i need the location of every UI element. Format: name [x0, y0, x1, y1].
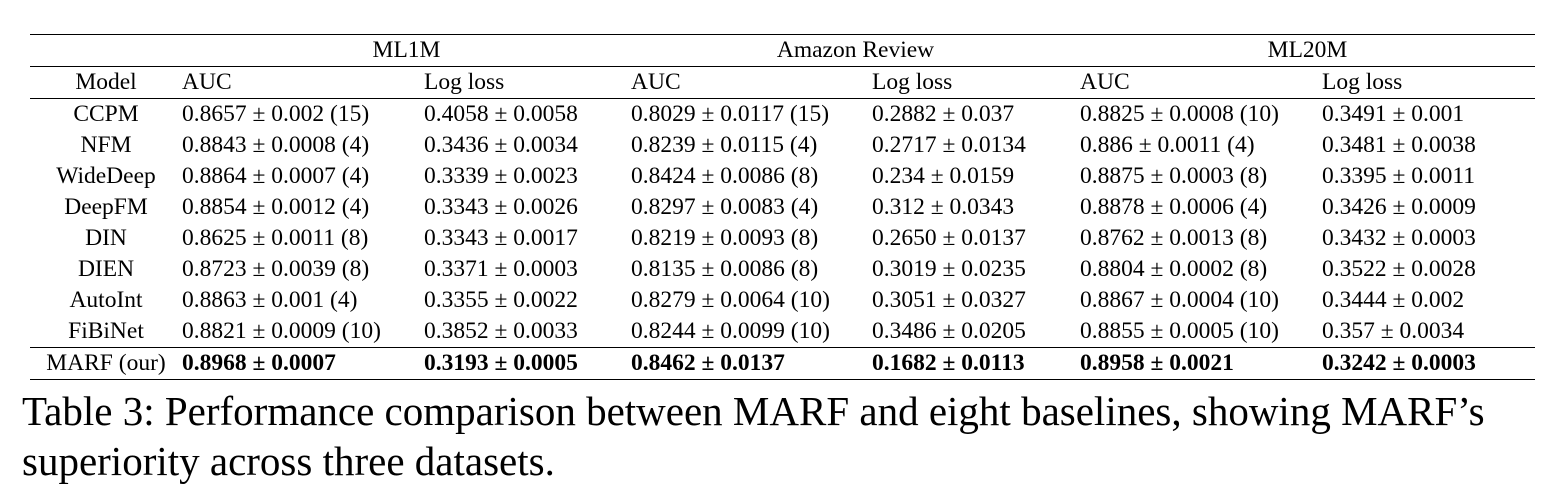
- column-header-model: Model: [75, 69, 137, 95]
- table-cell: 0.8625 ± 0.0011 (8): [182, 225, 369, 251]
- table-cell: 0.8864 ± 0.0007 (4): [182, 163, 370, 189]
- table-cell: 0.3481 ± 0.0038: [1322, 132, 1476, 158]
- table-cell: 0.2650 ± 0.0137: [872, 225, 1026, 251]
- table-cell: 0.4058 ± 0.0058: [424, 101, 578, 127]
- table-cell: 0.3019 ± 0.0235: [872, 256, 1026, 282]
- model-name-ours: MARF (our): [46, 350, 166, 376]
- model-name: FiBiNet: [68, 318, 144, 344]
- table-cell: 0.3852 ± 0.0033: [424, 318, 578, 344]
- table-row: DIN 0.8625 ± 0.0011 (8) 0.3343 ± 0.0017 …: [30, 223, 1535, 254]
- table-cell: 0.3395 ± 0.0011: [1322, 163, 1476, 189]
- model-name: NFM: [80, 132, 132, 158]
- header-empty-cell: [30, 35, 182, 67]
- table-cell: 0.3436 ± 0.0034: [424, 132, 578, 158]
- table-cell-best: 0.8462 ± 0.0137: [631, 350, 785, 376]
- table-cell: 0.3444 ± 0.002: [1322, 287, 1465, 313]
- table-cell: 0.8029 ± 0.0117 (15): [631, 101, 830, 127]
- table-row: WideDeep 0.8864 ± 0.0007 (4) 0.3339 ± 0.…: [30, 161, 1535, 192]
- table-cell: 0.234 ± 0.0159: [872, 163, 1015, 189]
- table-cell: 0.8424 ± 0.0086 (8): [631, 163, 819, 189]
- table-cell: 0.8279 ± 0.0064 (10): [631, 287, 830, 313]
- table-cell: 0.8804 ± 0.0002 (8): [1080, 256, 1268, 282]
- model-name: AutoInt: [69, 287, 143, 313]
- table-cell-best: 0.8968 ± 0.0007: [182, 350, 336, 376]
- column-header-row: Model AUC Log loss AUC Log loss AUC Log …: [30, 66, 1535, 99]
- table-cell: 0.8875 ± 0.0003 (8): [1080, 163, 1268, 189]
- table-cell: 0.357 ± 0.0034: [1322, 318, 1465, 344]
- column-header-ml1m-auc: AUC: [182, 69, 232, 95]
- model-name: DIEN: [77, 256, 135, 282]
- table-cell: 0.8821 ± 0.0009 (10): [182, 318, 381, 344]
- table-row-ours: MARF (our) 0.8968 ± 0.0007 0.3193 ± 0.00…: [30, 347, 1535, 380]
- table-cell: 0.3339 ± 0.0023: [424, 163, 578, 189]
- table-cell: 0.3051 ± 0.0327: [872, 287, 1026, 313]
- table-cell: 0.8762 ± 0.0013 (8): [1080, 225, 1268, 251]
- table-cell: 0.3355 ± 0.0022: [424, 287, 578, 313]
- table-cell: 0.8135 ± 0.0086 (8): [631, 256, 819, 282]
- table-cell: 0.2717 ± 0.0134: [872, 132, 1026, 158]
- table-cell: 0.8825 ± 0.0008 (10): [1080, 101, 1279, 127]
- dataset-header-amazon-review: Amazon Review: [776, 37, 935, 63]
- table-cell: 0.3432 ± 0.0003: [1322, 225, 1476, 251]
- table-cell: 0.8244 ± 0.0099 (10): [631, 318, 830, 344]
- table-cell: 0.3491 ± 0.001: [1322, 101, 1465, 127]
- table-cell: 0.8219 ± 0.0093 (8): [631, 225, 819, 251]
- table-cell: 0.8297 ± 0.0083 (4): [631, 194, 819, 220]
- model-name: CCPM: [73, 101, 139, 127]
- column-header-amazon-auc: AUC: [631, 69, 681, 95]
- table-cell: 0.8867 ± 0.0004 (10): [1080, 287, 1279, 313]
- table-cell: 0.8657 ± 0.002 (15): [182, 101, 370, 127]
- dataset-header-ml20m: ML20M: [1267, 37, 1348, 63]
- table-cell: 0.2882 ± 0.037: [872, 101, 1015, 127]
- dataset-header-row: ML1M Amazon Review ML20M: [30, 34, 1535, 67]
- table-caption: Table 3: Performance comparison between …: [22, 388, 1485, 484]
- results-table: ML1M Amazon Review ML20M Model AUC Log l…: [30, 34, 1535, 380]
- model-name: DIN: [85, 225, 127, 251]
- table-cell: 0.312 ± 0.0343: [872, 194, 1015, 220]
- dataset-header-ml1m: ML1M: [372, 37, 441, 63]
- table-cell-best: 0.8958 ± 0.0021: [1080, 350, 1234, 376]
- table-cell: 0.3343 ± 0.0026: [424, 194, 578, 220]
- table-cell: 0.8843 ± 0.0008 (4): [182, 132, 370, 158]
- table-row: DIEN 0.8723 ± 0.0039 (8) 0.3371 ± 0.0003…: [30, 254, 1535, 285]
- table-cell: 0.8239 ± 0.0115 (4): [631, 132, 818, 158]
- table-cell: 0.8855 ± 0.0005 (10): [1080, 318, 1279, 344]
- table-cell: 0.8854 ± 0.0012 (4): [182, 194, 370, 220]
- column-header-amazon-logloss: Log loss: [872, 69, 953, 95]
- table-row: AutoInt 0.8863 ± 0.001 (4) 0.3355 ± 0.00…: [30, 285, 1535, 316]
- table-cell: 0.3426 ± 0.0009: [1322, 194, 1476, 220]
- table-cell: 0.3522 ± 0.0028: [1322, 256, 1476, 282]
- table-cell: 0.3343 ± 0.0017: [424, 225, 578, 251]
- column-header-ml20m-logloss: Log loss: [1322, 69, 1403, 95]
- table-row: CCPM 0.8657 ± 0.002 (15) 0.4058 ± 0.0058…: [30, 98, 1535, 131]
- table-cell-best: 0.3193 ± 0.0005: [424, 350, 578, 376]
- model-name: DeepFM: [64, 194, 148, 220]
- table-row: DeepFM 0.8854 ± 0.0012 (4) 0.3343 ± 0.00…: [30, 192, 1535, 223]
- table-row: NFM 0.8843 ± 0.0008 (4) 0.3436 ± 0.0034 …: [30, 130, 1535, 161]
- table-cell-best: 0.1682 ± 0.0113: [872, 350, 1025, 376]
- model-name: WideDeep: [56, 163, 156, 189]
- table-row: FiBiNet 0.8821 ± 0.0009 (10) 0.3852 ± 0.…: [30, 316, 1535, 348]
- table-cell: 0.3486 ± 0.0205: [872, 318, 1026, 344]
- table-cell-best: 0.3242 ± 0.0003: [1322, 350, 1476, 376]
- table-cell: 0.8878 ± 0.0006 (4): [1080, 194, 1268, 220]
- column-header-ml1m-logloss: Log loss: [424, 69, 505, 95]
- table-cell: 0.3371 ± 0.0003: [424, 256, 578, 282]
- table-cell: 0.8863 ± 0.001 (4): [182, 287, 358, 313]
- table-cell: 0.886 ± 0.0011 (4): [1080, 132, 1255, 158]
- column-header-ml20m-auc: AUC: [1080, 69, 1130, 95]
- table-cell: 0.8723 ± 0.0039 (8): [182, 256, 370, 282]
